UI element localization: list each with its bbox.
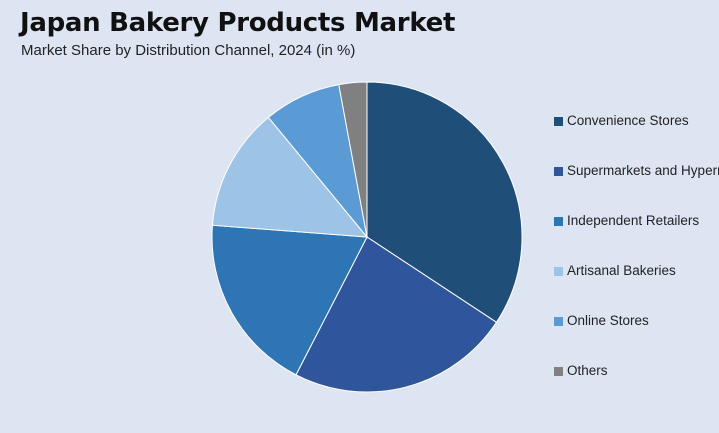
pie-slice-5 <box>338 81 368 238</box>
legend-swatch <box>554 167 563 176</box>
legend-item: Convenience Stores <box>554 113 719 163</box>
pie-slice-1 <box>295 236 498 393</box>
legend-item: Independent Retailers <box>554 213 719 263</box>
legend-label: Independent Retailers <box>567 213 700 228</box>
legend-item: Others <box>554 363 719 413</box>
chart-legend: Convenience Stores Supermarkets and Hyper… <box>554 113 719 413</box>
legend-swatch <box>554 217 563 226</box>
legend-label: Online Stores <box>567 313 649 328</box>
legend-swatch <box>554 317 563 326</box>
legend-label: Others <box>567 363 608 378</box>
legend-swatch <box>554 367 563 376</box>
legend-label: Convenience Stores <box>567 113 689 128</box>
chart-subtitle: Market Share by Distribution Channel, 20… <box>21 42 356 59</box>
chart-title: Japan Bakery Products Market <box>20 8 456 38</box>
legend-swatch <box>554 117 563 126</box>
legend-swatch <box>554 267 563 276</box>
legend-item: Supermarkets and Hypermarkets <box>554 163 719 213</box>
legend-item: Online Stores <box>554 313 719 363</box>
pie-slice-3 <box>211 116 369 238</box>
pie-slice-2 <box>211 224 368 376</box>
legend-item: Artisanal Bakeries <box>554 263 719 313</box>
legend-label: Artisanal Bakeries <box>567 263 676 278</box>
legend-label: Supermarkets and Hypermarkets <box>567 163 719 178</box>
